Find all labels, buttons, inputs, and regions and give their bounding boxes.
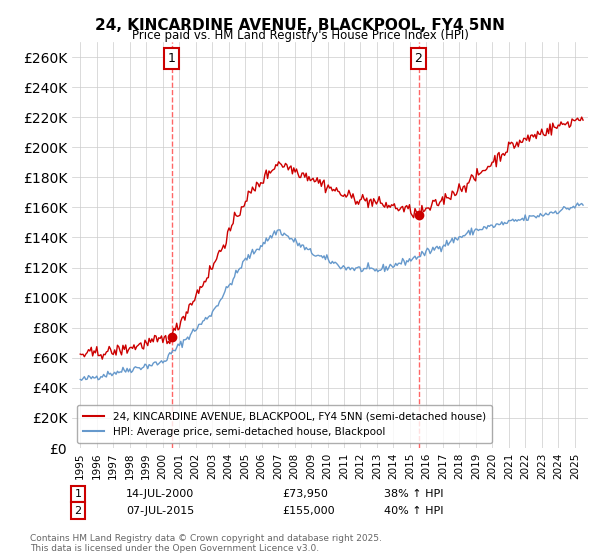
Text: 07-JUL-2015: 07-JUL-2015 [126, 506, 194, 516]
Text: 1: 1 [74, 489, 82, 499]
Text: 40% ↑ HPI: 40% ↑ HPI [384, 506, 443, 516]
Legend: 24, KINCARDINE AVENUE, BLACKPOOL, FY4 5NN (semi-detached house), HPI: Average pr: 24, KINCARDINE AVENUE, BLACKPOOL, FY4 5N… [77, 405, 492, 443]
Text: 2: 2 [74, 506, 82, 516]
Text: £155,000: £155,000 [282, 506, 335, 516]
Text: £73,950: £73,950 [282, 489, 328, 499]
Text: 24, KINCARDINE AVENUE, BLACKPOOL, FY4 5NN: 24, KINCARDINE AVENUE, BLACKPOOL, FY4 5N… [95, 18, 505, 33]
Text: 1: 1 [167, 52, 176, 65]
Text: 2: 2 [415, 52, 422, 65]
Text: Contains HM Land Registry data © Crown copyright and database right 2025.
This d: Contains HM Land Registry data © Crown c… [30, 534, 382, 553]
Text: Price paid vs. HM Land Registry's House Price Index (HPI): Price paid vs. HM Land Registry's House … [131, 29, 469, 42]
Text: 14-JUL-2000: 14-JUL-2000 [126, 489, 194, 499]
Text: 38% ↑ HPI: 38% ↑ HPI [384, 489, 443, 499]
